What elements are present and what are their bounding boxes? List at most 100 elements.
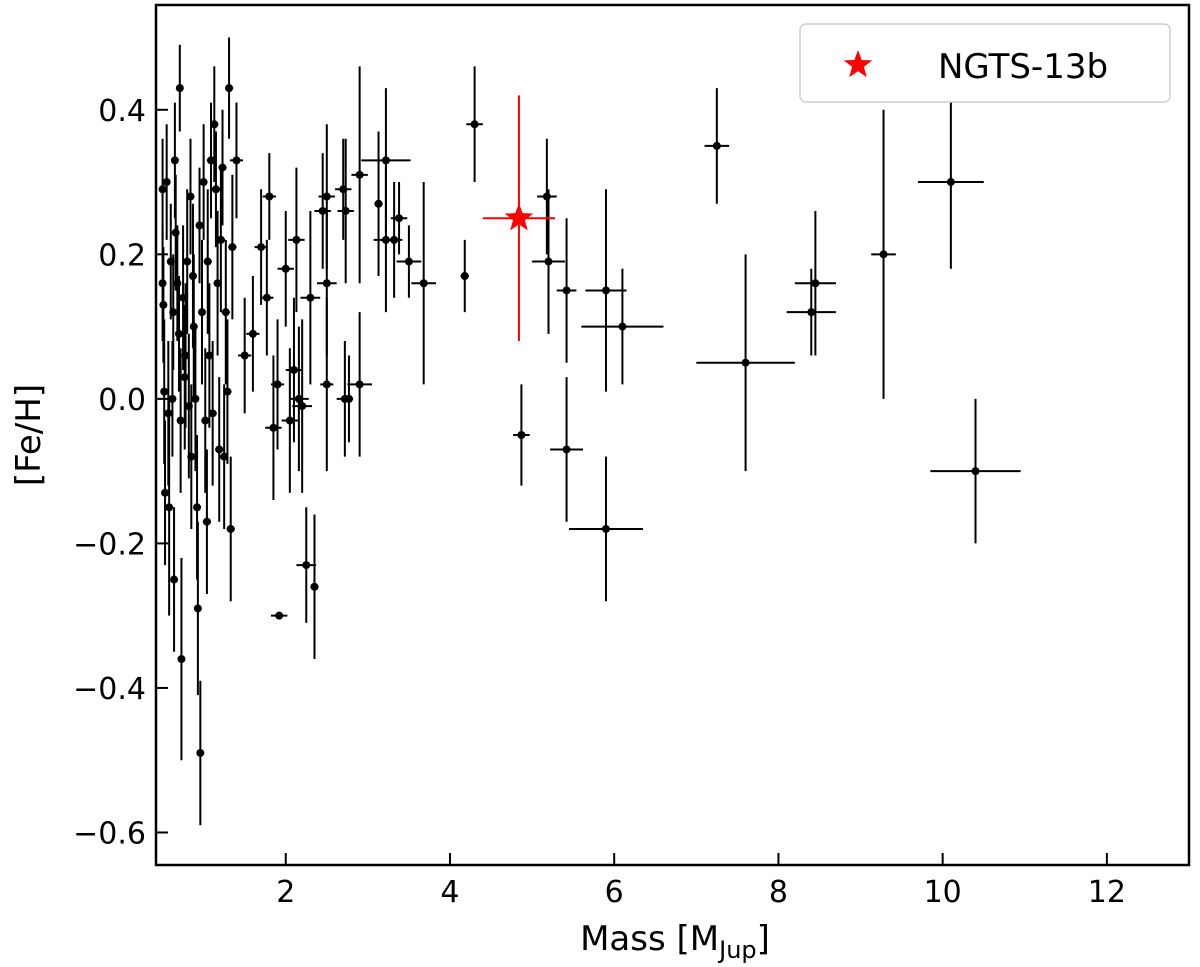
data-point <box>228 243 237 252</box>
data-point <box>807 308 816 317</box>
x-axis-label-end: ] <box>757 919 770 959</box>
data-point <box>355 380 364 389</box>
data-point <box>196 748 205 757</box>
data-point <box>262 293 271 302</box>
data-point <box>170 156 179 165</box>
data-point <box>318 206 327 215</box>
data-point <box>179 293 188 302</box>
data-points <box>158 84 980 757</box>
legend: NGTS-13b <box>799 23 1171 103</box>
data-point <box>203 257 212 266</box>
data-point <box>225 84 234 93</box>
data-point <box>419 279 428 288</box>
data-point <box>712 141 721 150</box>
data-point <box>216 235 225 244</box>
data-point <box>181 351 190 360</box>
y-tick-label: 0.0 <box>98 383 146 418</box>
data-point <box>175 84 184 93</box>
data-point <box>191 394 200 403</box>
x-tick-label: 2 <box>276 875 295 910</box>
data-point <box>294 394 303 403</box>
data-point <box>193 604 202 613</box>
data-point <box>741 358 750 367</box>
data-point <box>232 156 241 165</box>
data-point <box>285 416 294 425</box>
x-tick-label: 6 <box>605 875 624 910</box>
data-point <box>517 431 526 439</box>
data-point <box>601 524 610 533</box>
data-point <box>322 192 331 201</box>
data-point <box>344 394 353 403</box>
data-point <box>562 445 571 454</box>
data-point <box>220 452 229 461</box>
data-point <box>166 257 175 266</box>
data-point <box>618 322 627 331</box>
legend-label: NGTS-13b <box>938 47 1108 87</box>
data-point <box>180 373 189 382</box>
data-point <box>207 156 216 165</box>
data-point <box>322 279 331 288</box>
data-point <box>390 235 399 244</box>
data-point <box>164 409 173 418</box>
error-bars <box>160 37 1021 826</box>
data-point <box>470 120 479 129</box>
data-point <box>199 178 208 187</box>
y-tick-label: −0.2 <box>73 527 146 562</box>
data-point <box>170 575 179 584</box>
data-point <box>171 228 180 237</box>
data-point <box>292 235 301 244</box>
data-point <box>211 185 220 194</box>
x-axis-label-subscript: Jup <box>717 936 757 964</box>
data-point <box>202 517 211 526</box>
data-point <box>601 286 610 295</box>
x-axis-label: Mass [MJup] <box>580 919 770 964</box>
data-point <box>226 524 235 533</box>
y-tick-label: 0.2 <box>98 238 146 273</box>
data-point <box>381 156 390 165</box>
x-tick-label: 8 <box>769 875 788 910</box>
data-point <box>213 279 222 288</box>
data-point <box>542 192 551 201</box>
data-point <box>269 423 278 432</box>
data-point <box>177 655 186 664</box>
data-point <box>322 380 331 389</box>
data-point <box>281 264 290 273</box>
data-point <box>162 178 171 187</box>
data-point <box>298 402 307 411</box>
data-point <box>460 272 469 281</box>
data-point <box>395 214 404 223</box>
data-point <box>946 178 955 187</box>
data-point <box>355 170 364 179</box>
legend-star-icon <box>843 50 873 78</box>
data-point <box>205 351 214 360</box>
data-point <box>562 286 571 295</box>
data-point <box>184 402 193 411</box>
data-point <box>201 416 210 425</box>
data-point <box>158 185 167 194</box>
data-point <box>879 250 888 259</box>
data-point <box>173 279 182 288</box>
data-point <box>248 329 257 338</box>
data-point <box>186 192 195 201</box>
x-tick-label: 10 <box>924 875 962 910</box>
y-tick-label: −0.4 <box>73 672 146 707</box>
data-point <box>404 257 413 266</box>
data-point <box>189 322 198 331</box>
data-point <box>223 387 232 396</box>
data-point <box>544 257 553 266</box>
data-point <box>310 582 319 591</box>
data-point <box>302 561 311 570</box>
data-point <box>257 243 266 252</box>
y-axis-label: [Fe/H] <box>9 384 49 486</box>
plot-frame <box>154 3 1191 867</box>
data-point <box>218 163 227 172</box>
data-point <box>265 192 274 201</box>
data-point <box>374 199 383 208</box>
data-point <box>971 467 980 476</box>
data-point <box>174 329 183 338</box>
data-point <box>339 185 348 194</box>
data-point <box>289 365 298 374</box>
x-tick-label: 12 <box>1088 875 1126 910</box>
data-point <box>221 308 230 317</box>
data-point <box>169 308 178 317</box>
